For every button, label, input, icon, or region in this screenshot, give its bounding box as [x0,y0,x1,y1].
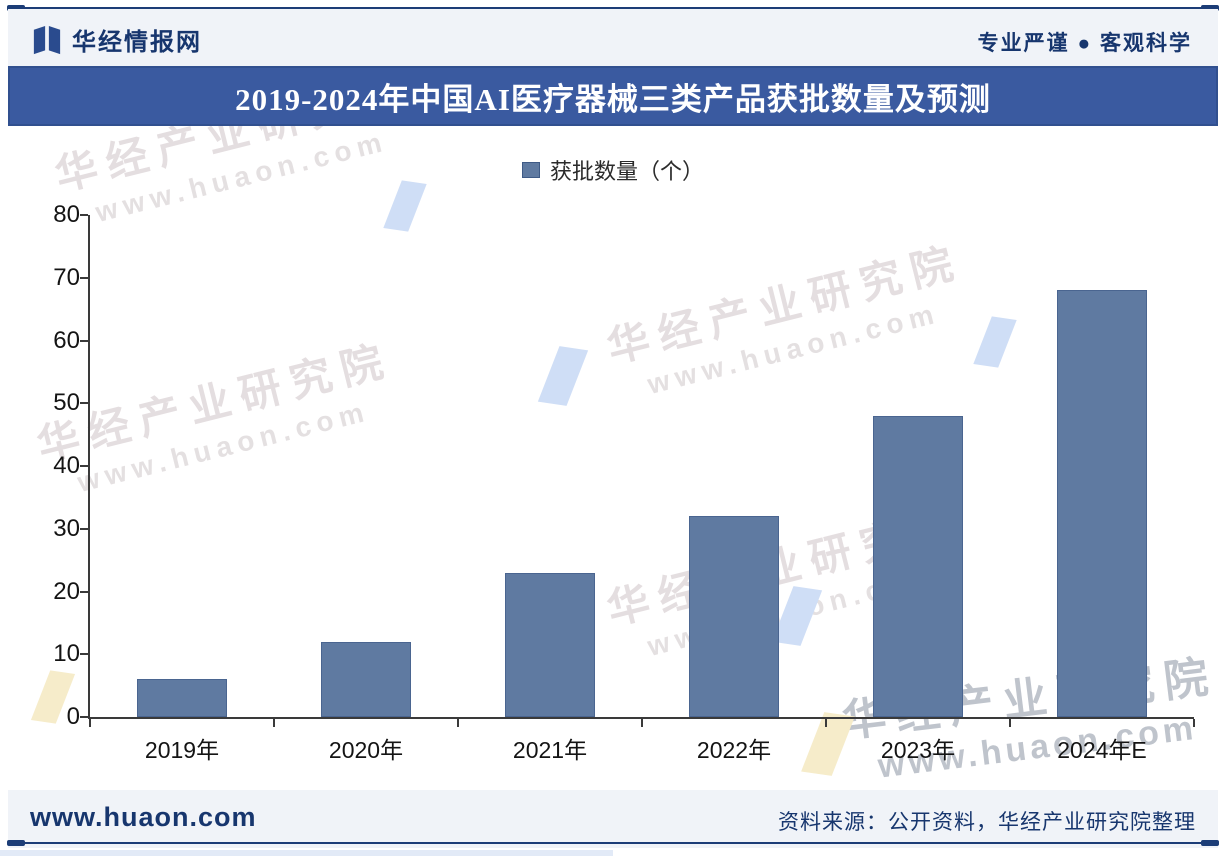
brand-name: 华经情报网 [72,29,202,56]
x-axis-label: 2020年 [328,737,404,763]
x-axis-tick [273,719,275,727]
y-axis-label: 0 [66,703,80,730]
y-axis-tick [80,276,88,279]
bar-2022年 [689,516,779,717]
top-rule [7,5,1219,11]
x-axis-tick [457,719,459,727]
x-axis-label: 2021年 [512,737,588,763]
y-axis-label: 40 [53,452,80,479]
bottom-rule-left-dash [7,840,25,846]
x-axis-tick [1009,719,1011,727]
y-axis-label: 30 [53,514,80,542]
y-axis-label: 80 [53,201,80,228]
x-axis-tick [825,719,827,727]
chart-area: 华经产业研究院 www.huaon.com 华经产业研究院 www.huaon.… [0,126,1226,790]
bar-2021年 [505,572,595,717]
y-axis-tick [80,465,88,467]
y-axis-tick [80,590,88,593]
y-axis-tick [80,716,88,718]
bottom-rule-right-dash [1201,840,1219,846]
footer: www.huaon.com 资料来源：公开资料，华经产业研究院整理 [8,790,1218,848]
chart-title: 2019-2024年中国AI医疗器械三类产品获批数量及预测 [235,81,991,117]
y-axis-label: 20 [53,577,80,605]
bar-2020年 [321,641,411,717]
brand-logo-icon [33,25,61,54]
y-axis-tick [80,402,88,405]
legend-label: 获批数量（个） [549,159,704,184]
chart-legend: 获批数量（个） [0,154,1226,186]
y-axis-tick [80,214,88,216]
brand: 华经情报网 [32,22,202,57]
x-axis-label: 2022年 [696,737,772,763]
footer-website: www.huaon.com [30,802,257,832]
bar-2023年 [873,415,963,717]
y-axis-label: 10 [53,640,80,668]
bar-2019年 [137,679,227,717]
legend-swatch [521,162,540,178]
bottom-accent-strip [0,850,613,856]
top-rule-right-dash [1201,5,1219,11]
y-axis-tick [80,339,88,342]
bar-2024年E [1057,290,1147,717]
x-axis-tick [1193,719,1195,727]
header-slogan: 专业严谨 ● 客观科学 [977,32,1192,55]
footer-source: 资料来源：公开资料，华经产业研究院整理 [778,811,1196,834]
x-axis-tick [89,719,91,727]
bottom-rule [7,840,1219,846]
x-axis-label: 2024年E [1057,737,1147,763]
y-axis-label: 50 [53,389,80,417]
chart-title-band: 2019-2024年中国AI医疗器械三类产品获批数量及预测 [8,66,1218,126]
x-axis-tick [641,719,643,727]
y-axis-label: 70 [53,263,80,291]
plot-area: 0 10 20 30 40 50 60 70 80 2019年 2020年 2021年 2022年 202… [53,201,1195,763]
y-axis-tick [80,653,88,656]
top-rule-left-dash [7,5,25,11]
header: 华经情报网 专业严谨 ● 客观科学 [8,9,1218,66]
y-axis-tick [80,527,88,530]
y-axis-label: 60 [53,326,80,354]
x-axis-label: 2019年 [144,737,220,763]
x-axis-label: 2023年 [880,737,956,763]
